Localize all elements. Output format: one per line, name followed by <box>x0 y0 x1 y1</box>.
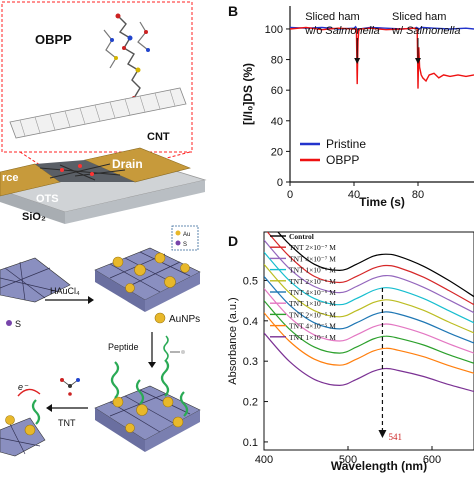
x-tick-label: 40 <box>348 189 360 201</box>
y-tick-label: 0 <box>277 177 283 189</box>
panel-c-synthesis: S HAuCl₄ Au S <box>0 225 201 457</box>
spectrum-line <box>264 251 474 324</box>
y-tick-label: 60 <box>271 85 283 97</box>
peak-marker-arrowhead <box>378 430 387 438</box>
y-tick-label: 0.1 <box>243 437 258 449</box>
legend-label: TNT 4×10⁻⁵ M <box>289 322 336 331</box>
y-tick-label: 0.3 <box>243 356 258 368</box>
x-tick-label: 600 <box>423 454 441 466</box>
plot-frame <box>263 231 474 451</box>
annotation-line1: Sliced ham <box>392 11 446 23</box>
substrate-side-right <box>65 180 205 224</box>
legend-label: TNT 4×10⁻⁶ M <box>289 288 336 297</box>
legend-label: TNT 1×10⁻⁴ M <box>289 333 336 342</box>
spectrum-line <box>264 288 474 354</box>
legend-label: Control <box>289 232 314 241</box>
y-tick-label: 40 <box>271 116 283 128</box>
lattice-left <box>0 257 71 303</box>
panel-a-device: OBPP CNT <box>0 1 207 224</box>
annotation-line2: w/ Salmonella <box>391 25 460 37</box>
x-axis-title: Time (s) <box>359 195 405 209</box>
molecule-label: OBPP <box>35 32 72 47</box>
y-tick-label: 100 <box>265 24 283 36</box>
y-tick-label: 80 <box>271 55 283 67</box>
spectrum-line <box>277 232 474 298</box>
zoom-connector-left <box>19 151 61 179</box>
cnt-icon <box>9 87 187 139</box>
nanoparticle-label: AuNPs <box>169 314 200 325</box>
spectrum-line <box>264 263 474 334</box>
source-label: rce <box>2 172 19 184</box>
panel-b-letter: B <box>228 3 238 19</box>
reagent-label: HAuCl₄ <box>50 286 80 296</box>
legend-label: Pristine <box>326 137 366 151</box>
spectrum-line <box>264 300 474 364</box>
legend-label: TNT 2×10⁻⁵ M <box>289 310 336 319</box>
spectrum-line <box>264 312 474 374</box>
cnt-label: CNT <box>147 131 170 143</box>
x-tick-label: 0 <box>287 189 293 201</box>
atom-legend-box <box>171 225 199 251</box>
electron-transfer-arrow <box>17 388 41 397</box>
annotation-arrowhead <box>415 58 421 64</box>
annotation-line2: w/o Salmonella <box>304 25 380 37</box>
spectrum-line <box>266 232 474 306</box>
lattice-peptides <box>94 359 201 452</box>
electron-label: e⁻ <box>18 382 29 392</box>
peptide-label: Peptide <box>108 342 139 352</box>
spectrum-line <box>264 239 474 314</box>
analyte-label: TNT <box>58 418 76 428</box>
annotation-arrowhead <box>354 58 361 64</box>
s-dot-icon <box>175 240 181 246</box>
tnt-molecule-icon <box>60 378 80 396</box>
x-tick-label: 500 <box>339 454 357 466</box>
chart-b-current-response: 0 20 40 60 80 100 0 40 80 Time (s) [I/I₀]DS (%) Sli… <box>241 6 474 209</box>
series-line-obpp <box>289 26 474 89</box>
legend-s-left: S <box>15 319 21 329</box>
legend-label: TNT 1×10⁻⁶ M <box>289 266 336 275</box>
peptide-icon <box>163 335 169 361</box>
lattice-tnt-bound <box>0 399 46 457</box>
y-tick-label: 0.2 <box>243 397 258 409</box>
series-group <box>264 232 474 393</box>
y-tick-label: 20 <box>271 146 283 158</box>
y-axis-title: [I/I₀]DS (%) <box>241 63 255 125</box>
y-axis-title: Absorbance (a.u.) <box>227 297 239 384</box>
drain-label: Drain <box>112 157 143 171</box>
panel-d-letter: D <box>228 233 238 249</box>
substrate-side-left <box>0 190 65 224</box>
legend-s-dot-left <box>6 320 12 326</box>
spectrum-line <box>264 332 474 393</box>
legend-s: S <box>183 242 187 248</box>
y-tick-label: 0.4 <box>243 316 258 328</box>
cnt-network-icon <box>39 163 126 181</box>
legend-au: Au <box>183 232 190 238</box>
x-tick-label: 400 <box>255 454 273 466</box>
peak-marker-label: 541 <box>388 432 402 442</box>
substrate-label: SiO₂ <box>22 211 46 223</box>
legend-label: OBPP <box>326 153 359 167</box>
au-dot-icon <box>175 230 181 236</box>
x-tick-label: 80 <box>412 189 424 201</box>
spectrum-line <box>264 276 474 344</box>
ots-label: OTS <box>36 193 59 205</box>
x-axis-title: Wavelength (nm) <box>331 459 427 473</box>
legend-label: TNT 2×10⁻⁶ M <box>289 277 336 286</box>
legend-label: TNT 2×10⁻⁷ M <box>289 243 336 252</box>
annotation-line1: Sliced ham <box>305 11 359 23</box>
legend-label: TNT 1×10⁻⁵ M <box>289 299 336 308</box>
aunp-legend-dot <box>154 312 166 324</box>
y-tick-label: 0.5 <box>243 275 258 287</box>
legend-label: TNT 4×10⁻⁷ M <box>289 254 336 263</box>
lattice-aunps <box>94 247 201 312</box>
